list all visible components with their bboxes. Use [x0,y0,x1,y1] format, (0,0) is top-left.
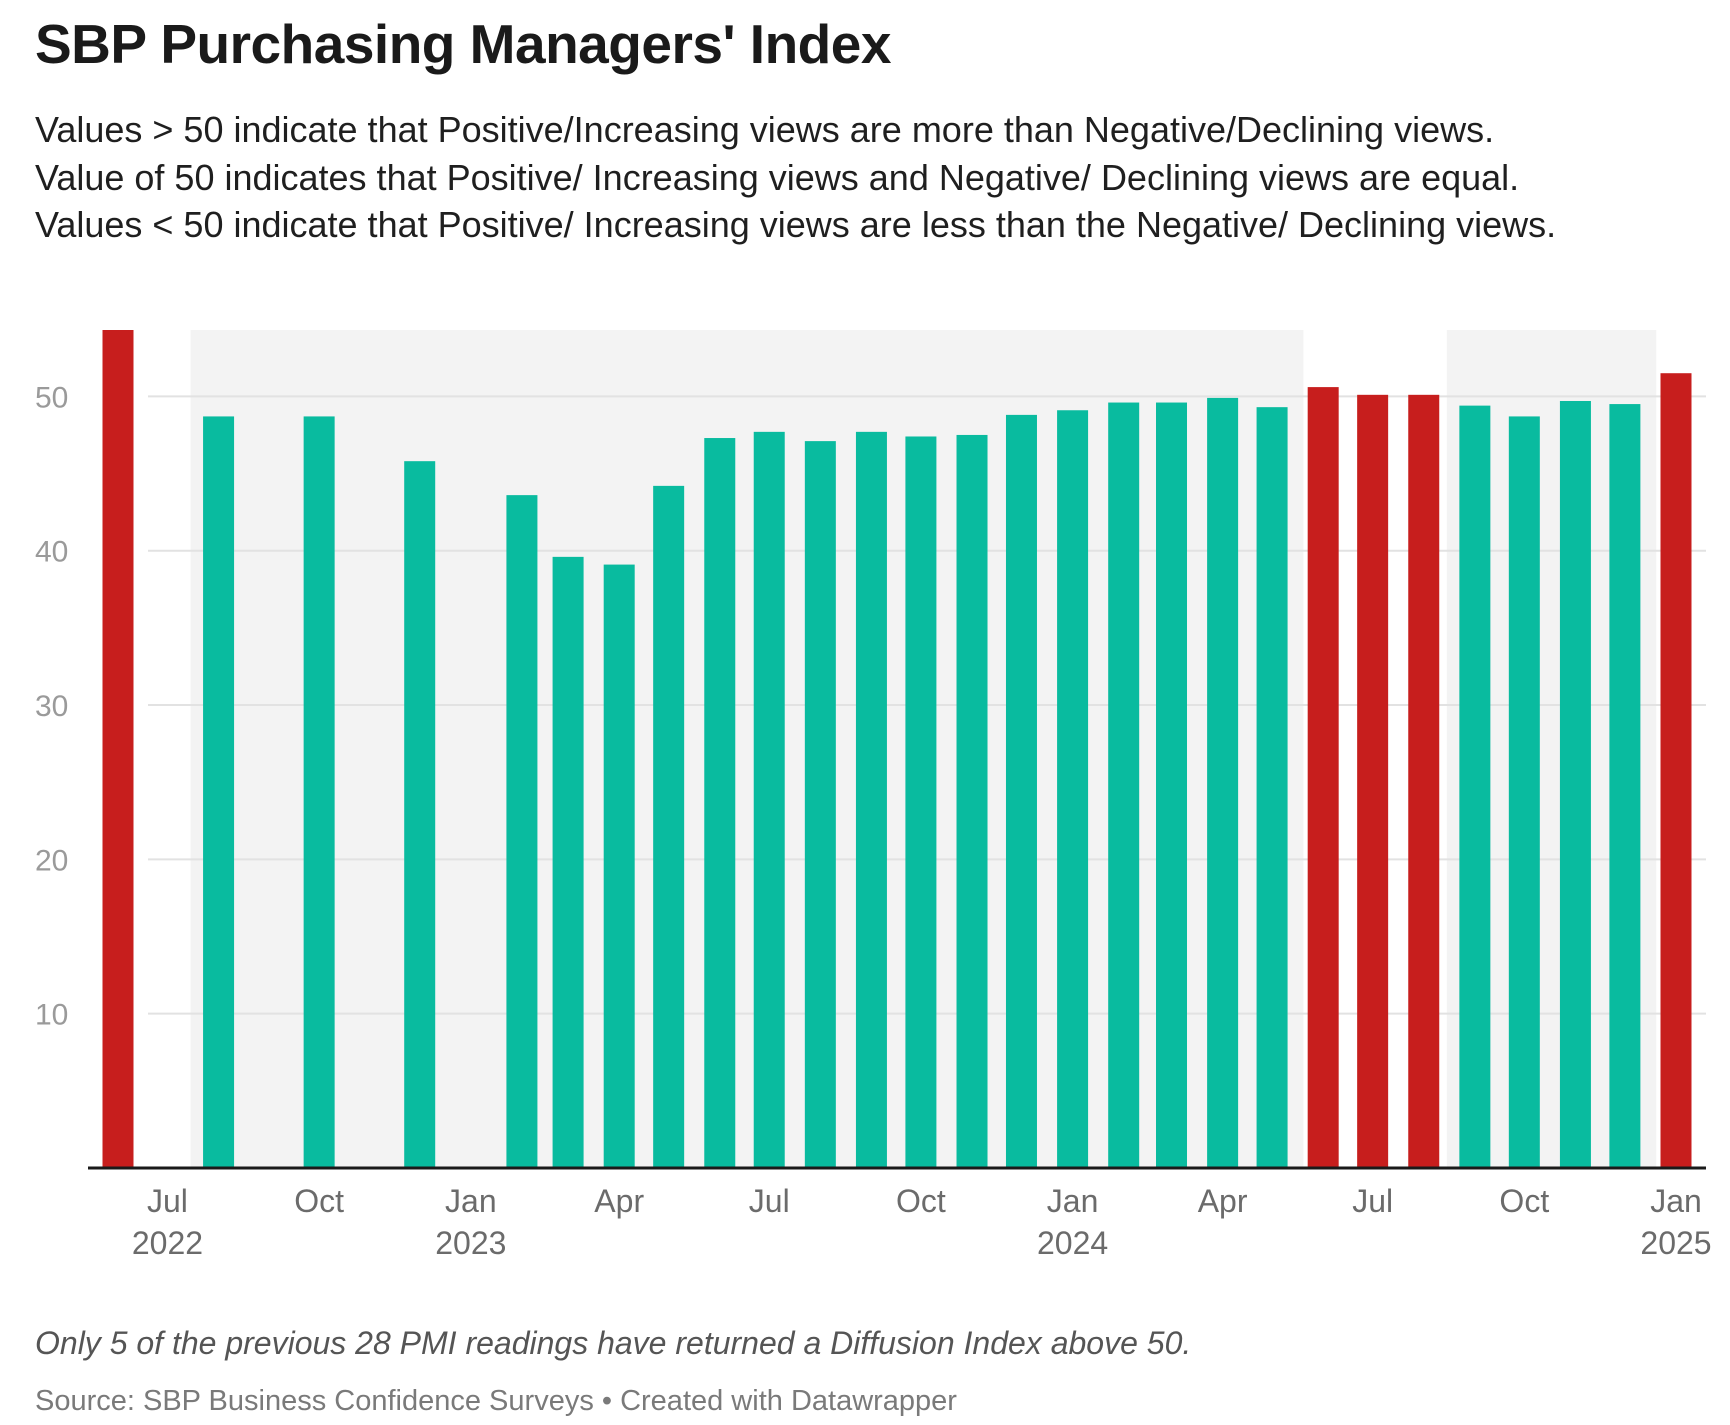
x-tick-label-2023-07-01: Jul [749,1183,790,1219]
bar-2024-06-01 [1307,387,1339,1168]
bar-2024-10-01 [1508,416,1540,1168]
x-tick-label-2022-07-01: Jul [147,1183,188,1219]
bar-2024-09-01 [1459,405,1491,1169]
bar-2023-08-01 [804,441,836,1168]
pmi-bar-chart: 10 20 30 40 50 Jul 2022 Oct Jan 2023 Apr Jul Oct Jan… [35,330,1712,1260]
x-tick-label-2025-01-01: Jan [1650,1183,1702,1219]
bar-layer [102,330,1692,1169]
bar-2025-01-01 [1660,373,1692,1168]
y-tick-label-40: 40 [35,536,68,569]
chart-notes: Only 5 of the previous 28 PMI readings h… [35,1325,1192,1361]
x-tick-year-2023: 2023 [435,1225,506,1260]
x-tick-label-2024-07-01: Jul [1352,1183,1393,1219]
x-tick-label-2023-10-01: Oct [896,1183,946,1219]
bar-2023-10-01 [905,436,937,1168]
bar-2022-12-01 [404,461,436,1168]
bar-2023-05-01 [653,485,685,1168]
chart-subtitle: Values > 50 indicate that Positive/Incre… [35,106,1556,249]
bar-2023-06-01 [704,438,736,1168]
bar-2023-09-01 [855,431,887,1169]
bar-2024-03-01 [1156,402,1188,1168]
chart-title: SBP Purchasing Managers' Index [35,13,891,75]
bar-2024-08-01 [1408,394,1440,1168]
bar-2023-04-01 [603,564,635,1168]
x-tick-label-2024-01-01: Jan [1047,1183,1099,1219]
bar-2023-07-01 [753,431,785,1169]
x-tick-year-2022: 2022 [132,1225,203,1260]
bar-2024-05-01 [1256,407,1288,1168]
x-tick-label-2023-04-01: Apr [594,1183,644,1219]
x-tick-label-2024-10-01: Oct [1499,1183,1549,1219]
bar-2023-11-01 [956,434,988,1168]
bar-2023-02-01 [506,495,538,1168]
bar-2024-12-01 [1609,404,1641,1168]
subtitle-line-1: Values > 50 indicate that Positive/Incre… [35,109,1495,150]
chart-source: Source: SBP Business Confidence Surveys … [35,1385,957,1417]
bar-2022-08-01 [203,416,235,1168]
x-tick-label-2022-10-01: Oct [294,1183,344,1219]
bar-2024-01-01 [1057,410,1089,1168]
y-tick-label-50: 50 [35,381,68,414]
bar-2023-03-01 [552,556,584,1168]
x-tick-label-2023-01-01: Jan [445,1183,497,1219]
x-tick-label-layer: Jul 2022 Oct Jan 2023 Apr Jul Oct Jan 2024 Apr Jul O… [132,1183,1712,1260]
y-tick-label-30: 30 [35,690,68,723]
bar-2024-04-01 [1207,397,1239,1168]
bar-2024-11-01 [1559,400,1591,1168]
bar-2024-07-01 [1357,394,1389,1168]
bar-2023-12-01 [1005,414,1037,1168]
bar-2022-10-01 [303,416,335,1168]
bar-2022-06-01 [102,330,134,1168]
subtitle-line-3: Values < 50 indicate that Positive/ Incr… [35,204,1557,245]
subtitle-line-2: Value of 50 indicates that Positive/ Inc… [35,156,1520,198]
y-tick-label-20: 20 [35,844,68,877]
x-tick-year-2024: 2024 [1037,1225,1108,1260]
x-tick-label-2024-04-01: Apr [1198,1183,1248,1219]
x-tick-year-2025: 2025 [1640,1225,1711,1260]
bar-2024-02-01 [1108,402,1140,1168]
y-tick-label-10: 10 [35,999,68,1032]
